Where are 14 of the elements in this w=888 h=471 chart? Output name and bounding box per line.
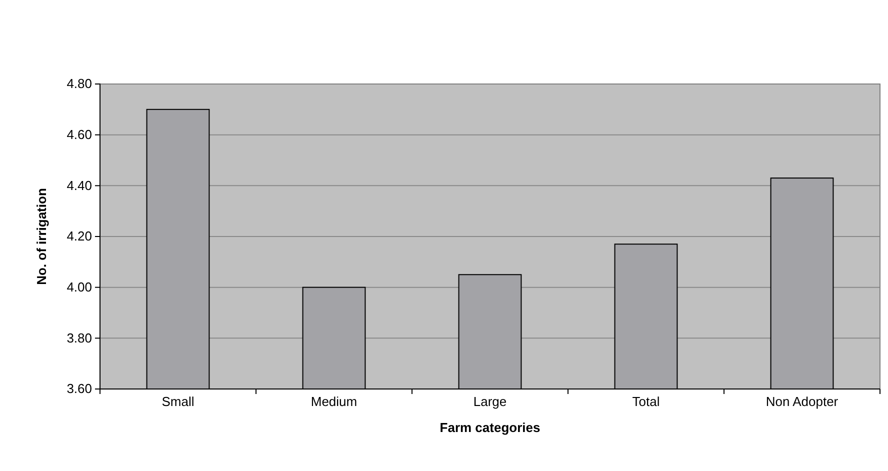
- y-tick-label: 4.80: [66, 76, 92, 92]
- y-tick-label: 3.80: [66, 330, 92, 346]
- y-tick-label: 4.20: [66, 228, 92, 244]
- y-axis-title: No. of irrigation: [34, 188, 49, 285]
- y-tick-label: 4.40: [66, 178, 92, 193]
- x-tick-label: Total: [632, 394, 660, 410]
- x-tick-label: Large: [473, 394, 507, 410]
- y-tick-label: 4.00: [66, 279, 92, 294]
- y-tick-label: 4.60: [66, 126, 92, 142]
- x-axis-title: Farm categories: [440, 420, 540, 435]
- x-tick-label: Non Adopter: [766, 394, 839, 410]
- y-tick-label: 3.60: [66, 381, 92, 396]
- x-tick-label: Medium: [310, 394, 358, 410]
- x-tick-label: Small: [162, 394, 194, 410]
